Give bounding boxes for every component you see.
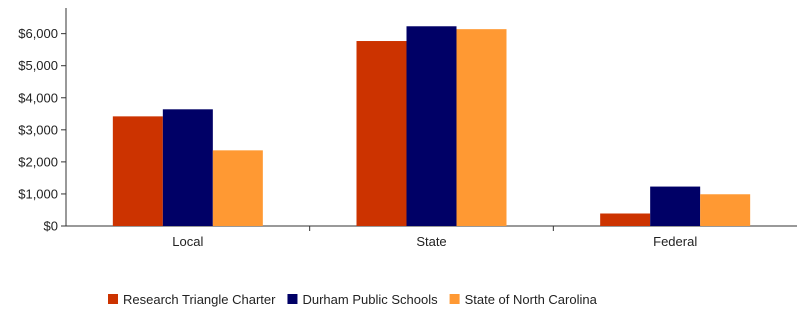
chart-bars bbox=[112, 26, 751, 227]
y-axis-ticks: $0 $1,000 $2,000 $3,000 $4,000 $5,000 $6,000 bbox=[18, 26, 66, 234]
x-tick-label: Local bbox=[172, 234, 203, 249]
bar bbox=[600, 213, 651, 226]
legend-swatch bbox=[108, 294, 118, 304]
bar bbox=[162, 109, 213, 226]
bar bbox=[112, 116, 163, 226]
x-tick-label: State bbox=[416, 234, 446, 249]
legend-label: Durham Public Schools bbox=[302, 292, 438, 307]
bar bbox=[456, 29, 507, 226]
legend-swatch bbox=[287, 294, 298, 304]
x-axis-labels: Local State Federal bbox=[172, 226, 697, 249]
y-tick-label: $2,000 bbox=[18, 154, 58, 169]
y-tick-label: $0 bbox=[44, 219, 58, 234]
y-tick-label: $6,000 bbox=[18, 26, 58, 41]
bar bbox=[650, 186, 701, 226]
y-tick-label: $1,000 bbox=[18, 186, 58, 201]
legend-swatch bbox=[449, 294, 460, 304]
bar bbox=[356, 41, 407, 227]
legend-label: State of North Carolina bbox=[465, 292, 598, 307]
bar bbox=[212, 150, 263, 226]
x-tick-label: Federal bbox=[653, 234, 697, 249]
bar bbox=[406, 26, 457, 226]
y-tick-label: $4,000 bbox=[18, 90, 58, 105]
legend: Research Triangle Charter Durham Public S… bbox=[108, 292, 598, 307]
bar bbox=[700, 194, 751, 226]
y-tick-label: $5,000 bbox=[18, 58, 58, 73]
legend-label: Research Triangle Charter bbox=[123, 292, 276, 307]
y-tick-label: $3,000 bbox=[18, 122, 58, 137]
